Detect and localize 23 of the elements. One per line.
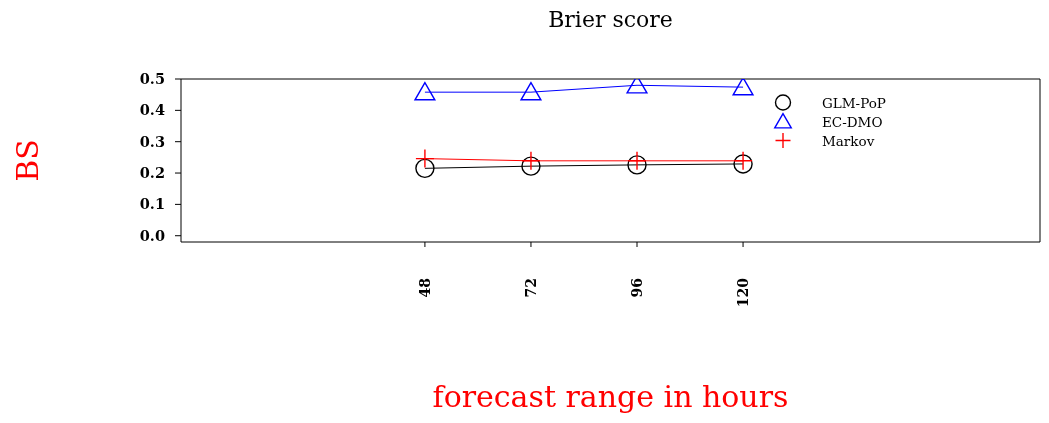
point	[415, 148, 435, 169]
y-tick-label: 0.1	[139, 195, 165, 213]
legend-label: EC-DMO	[822, 113, 883, 130]
x-tick-label: 96	[628, 278, 645, 298]
legend-label: GLM-PoP	[822, 94, 886, 111]
point	[521, 151, 541, 171]
x-tick-label: 72	[522, 278, 539, 298]
point	[732, 79, 754, 96]
point	[520, 82, 542, 101]
point	[414, 82, 436, 101]
y-tick-label: 0.4	[139, 101, 165, 119]
point	[415, 158, 435, 179]
legend-label: Markov	[822, 132, 875, 149]
chart-title: Brier score	[547, 6, 674, 34]
x-tick-label: 48	[416, 278, 433, 298]
y-tick-label: 0.3	[139, 132, 165, 150]
point	[521, 156, 541, 176]
y-tick-label: 0.0	[139, 226, 165, 244]
y-tick-label: 0.2	[139, 164, 165, 182]
x-axis-title: forecast range in hours	[432, 379, 789, 414]
x-tick-label: 120	[734, 277, 751, 308]
y-axis-title: BS	[9, 139, 45, 182]
y-tick-label: 0.5	[139, 70, 165, 88]
